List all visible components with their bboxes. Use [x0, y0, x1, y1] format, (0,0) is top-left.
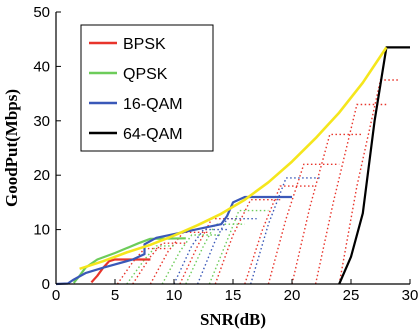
x-tick-label: 15 [225, 287, 242, 304]
x-axis-label: SNR(dB) [200, 310, 266, 329]
series-line-bpsk [90, 258, 151, 284]
dotted-curve-2 [149, 231, 210, 285]
y-tick-label: 40 [33, 58, 50, 75]
legend-label: QPSK [123, 66, 168, 83]
dotted-curve-12 [208, 209, 269, 285]
legend-label: 16-QAM [123, 96, 183, 113]
y-tick-label: 20 [33, 167, 50, 184]
y-tick-label: 10 [33, 222, 50, 239]
dotted-curve-13 [126, 245, 174, 285]
legend-label: 64-QAM [123, 126, 183, 143]
series-line-envelope [79, 46, 388, 271]
dotted-curve-0 [116, 247, 169, 285]
dotted-curve-9 [338, 79, 399, 285]
y-tick-label: 30 [33, 113, 50, 130]
legend: BPSK QPSK 16-QAM 64-QAM [80, 24, 214, 152]
y-axis-label: GoodPut(Mbps) [2, 89, 21, 207]
x-tick-label: 10 [166, 287, 183, 304]
dotted-curve-6 [267, 163, 340, 285]
dotted-curve-10 [161, 234, 222, 285]
series-line-64-qam [338, 46, 410, 285]
series-line-16-qam [55, 195, 292, 286]
x-tick-label: 0 [52, 287, 60, 304]
dotted-curve-1 [132, 242, 186, 285]
series-line-qpsk [72, 237, 186, 284]
x-tick-label: 20 [284, 287, 301, 304]
dotted-curve-11 [185, 223, 245, 285]
dotted-curve-5 [244, 185, 316, 285]
legend-label: BPSK [123, 36, 166, 53]
dotted-curve-16 [250, 177, 322, 285]
y-tick-label: 50 [33, 4, 50, 21]
y-tick-label: 0 [42, 276, 50, 293]
x-tick-label: 25 [343, 287, 360, 304]
dotted-curve-15 [173, 228, 228, 285]
dotted-curve-14 [196, 218, 257, 285]
axes: 0 5 10 15 20 25 30 0 10 20 30 40 50 [33, 4, 418, 304]
x-tick-label: 30 [402, 287, 419, 304]
dotted-curve-3 [179, 218, 239, 285]
plot-area [55, 46, 410, 286]
dotted-curve-7 [291, 133, 363, 285]
legend-box [80, 24, 214, 152]
x-tick-label: 5 [111, 287, 119, 304]
